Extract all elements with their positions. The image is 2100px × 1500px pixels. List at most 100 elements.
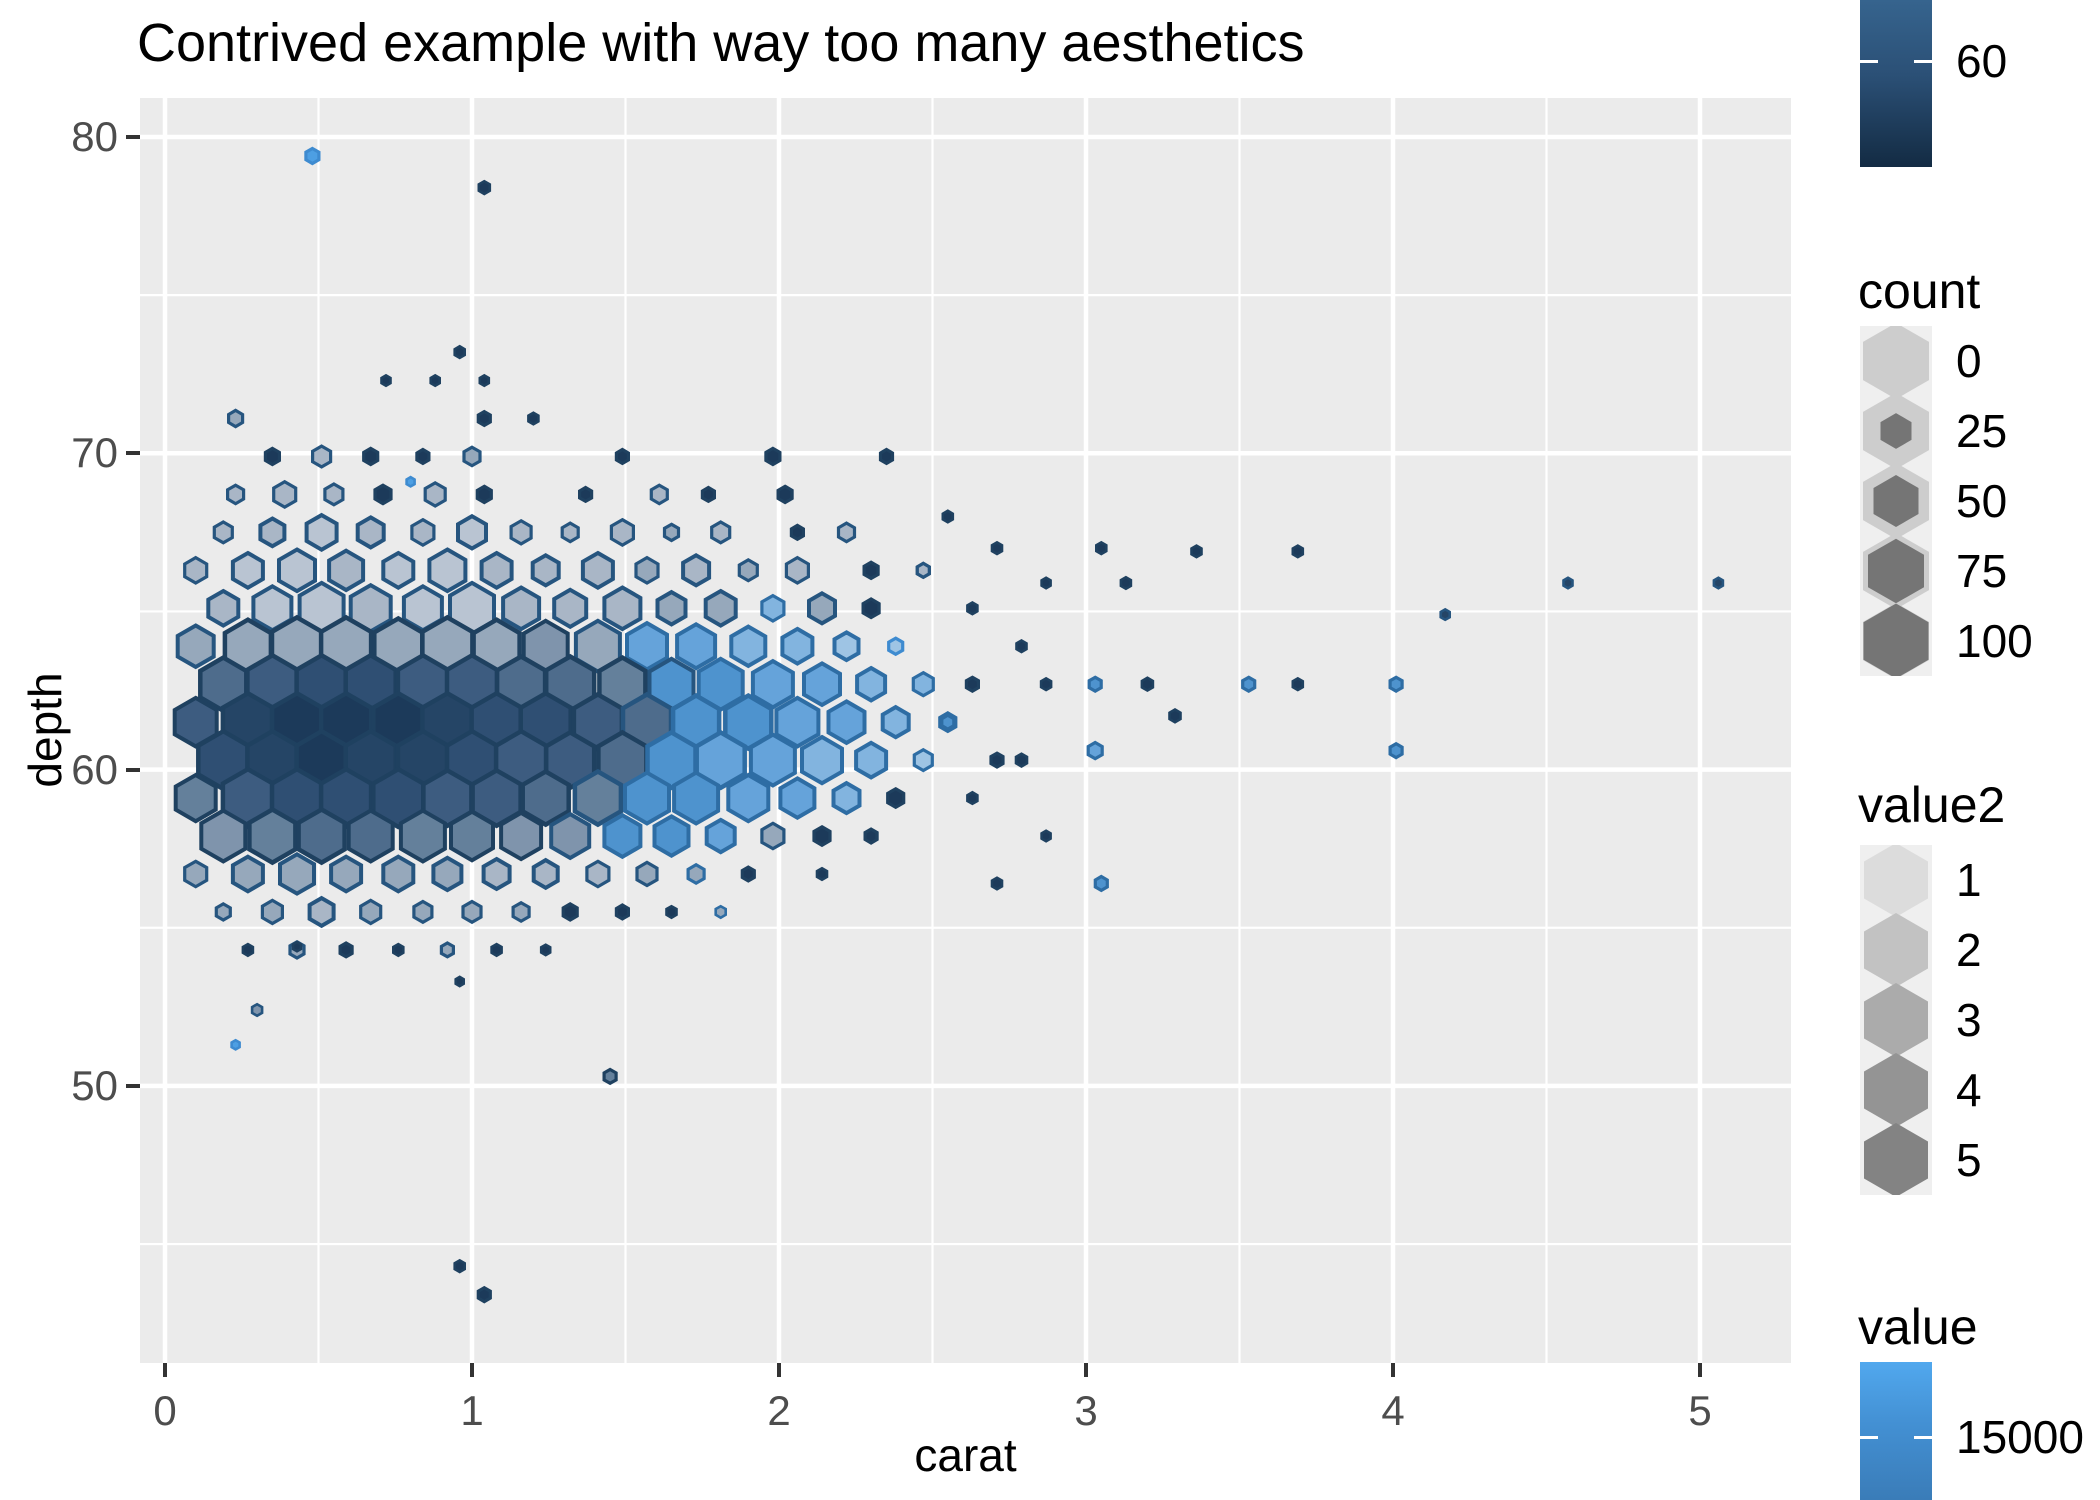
hex-bin bbox=[481, 856, 512, 892]
hex-bin bbox=[439, 941, 455, 959]
hex-bin bbox=[410, 517, 436, 547]
hex-bin bbox=[854, 740, 889, 780]
hex-bin bbox=[412, 899, 434, 925]
hex-bin bbox=[572, 768, 624, 828]
x-tick-mark bbox=[1084, 1363, 1088, 1377]
hex-bin bbox=[250, 1002, 264, 1018]
hex-bin bbox=[1291, 676, 1305, 692]
hex-bin bbox=[614, 903, 630, 921]
hex-bin bbox=[700, 485, 717, 504]
legend-value2-title: value2 bbox=[1858, 777, 2006, 833]
hex-bin bbox=[380, 373, 392, 388]
hex-bin bbox=[609, 517, 635, 547]
legend-count-key-label: 25 bbox=[1956, 405, 2008, 457]
hex-bin bbox=[578, 485, 594, 504]
hex-bin bbox=[602, 1067, 618, 1086]
hex-bin bbox=[509, 518, 533, 546]
legend-value2-key-label: 3 bbox=[1956, 994, 1982, 1046]
colorbar-value-tick-label: 15000 bbox=[1956, 1411, 2084, 1463]
legend-count-key-label: 50 bbox=[1956, 475, 2008, 527]
hex-bin bbox=[327, 548, 366, 593]
hex-bin bbox=[478, 373, 491, 388]
hex-bin bbox=[764, 446, 782, 467]
y-tick-label: 70 bbox=[71, 429, 118, 477]
x-tick-label: 2 bbox=[767, 1387, 791, 1434]
hex-bin bbox=[277, 547, 317, 594]
hex-bin bbox=[1140, 676, 1155, 692]
x-tick-label: 0 bbox=[153, 1387, 177, 1434]
hex-bin bbox=[1093, 874, 1109, 893]
hex-bin bbox=[726, 772, 771, 824]
hex-bin bbox=[623, 770, 671, 826]
hex-bin bbox=[774, 695, 821, 749]
legend-value2-keys bbox=[1860, 845, 1932, 1195]
hex-bin bbox=[199, 808, 248, 864]
hex-bin bbox=[1388, 675, 1404, 693]
hex-bin bbox=[880, 704, 911, 740]
hex-bin bbox=[214, 902, 232, 922]
hex-bin bbox=[423, 481, 447, 508]
x-tick-mark bbox=[777, 1363, 781, 1377]
hex-bin bbox=[355, 515, 386, 550]
legend-value2-key-label: 1 bbox=[1956, 854, 1982, 906]
hex-bin bbox=[206, 588, 241, 628]
hex-bin bbox=[490, 942, 503, 958]
hex-bin bbox=[672, 770, 721, 826]
hex-bin bbox=[802, 661, 842, 708]
x-tick-label: 3 bbox=[1074, 1387, 1098, 1434]
x-tick-label: 5 bbox=[1688, 1387, 1712, 1434]
x-axis-title: carat bbox=[914, 1429, 1017, 1481]
hex-bin bbox=[635, 860, 659, 888]
hex-bin bbox=[887, 636, 905, 657]
hex-bin bbox=[911, 670, 935, 698]
plot-panel bbox=[140, 98, 1791, 1363]
hex-bin bbox=[392, 942, 405, 958]
hex-bin bbox=[686, 862, 706, 886]
hex-bin bbox=[272, 479, 298, 509]
hex-bin bbox=[258, 516, 287, 549]
legend-count-key-hexagon-icon bbox=[1880, 413, 1912, 449]
hex-bin bbox=[1388, 741, 1404, 760]
hex-bin bbox=[172, 695, 219, 749]
x-tick-label: 4 bbox=[1381, 1387, 1405, 1434]
hex-bin bbox=[338, 941, 354, 959]
hex-bin bbox=[241, 942, 255, 958]
hex-bin bbox=[681, 552, 712, 588]
hex-bin bbox=[990, 540, 1004, 556]
hex-bin bbox=[1439, 607, 1451, 622]
hex-bin bbox=[737, 558, 759, 583]
legend-value2-key-hexagon-icon bbox=[1864, 1123, 1928, 1195]
hex-bin bbox=[1119, 575, 1133, 591]
hex-bin bbox=[552, 587, 589, 630]
hex-bin bbox=[778, 776, 817, 821]
hex-bin bbox=[362, 446, 380, 467]
hex-bin bbox=[800, 734, 844, 786]
hex-bin bbox=[634, 555, 660, 585]
hex-bin bbox=[549, 811, 592, 861]
hex-bin bbox=[966, 600, 979, 616]
y-tick-label: 50 bbox=[71, 1061, 118, 1109]
hex-bin bbox=[530, 552, 561, 588]
hex-bin bbox=[675, 621, 718, 671]
hex-bin bbox=[373, 483, 393, 506]
hex-bin bbox=[1040, 829, 1052, 843]
hex-bin bbox=[501, 585, 542, 632]
hex-bin bbox=[527, 411, 540, 426]
hex-bin bbox=[359, 898, 383, 926]
hex-bin bbox=[431, 855, 464, 893]
hex-bin bbox=[912, 747, 934, 773]
hex-bin bbox=[729, 624, 768, 669]
hex-bin bbox=[230, 854, 265, 894]
y-tick-mark bbox=[126, 135, 140, 139]
hex-bin bbox=[476, 409, 492, 428]
hex-bin bbox=[454, 975, 466, 988]
hex-bin bbox=[1168, 707, 1182, 724]
hex-bin bbox=[655, 589, 688, 627]
legend-value2-key-label: 2 bbox=[1956, 924, 1982, 976]
hex-bin bbox=[878, 447, 895, 466]
hex-bin bbox=[862, 560, 880, 581]
colorbar-value-tick bbox=[1860, 1436, 1878, 1439]
hex-bin bbox=[602, 812, 643, 860]
hex-bin bbox=[1086, 740, 1104, 761]
legend-count-key-label: 0 bbox=[1956, 335, 1982, 387]
